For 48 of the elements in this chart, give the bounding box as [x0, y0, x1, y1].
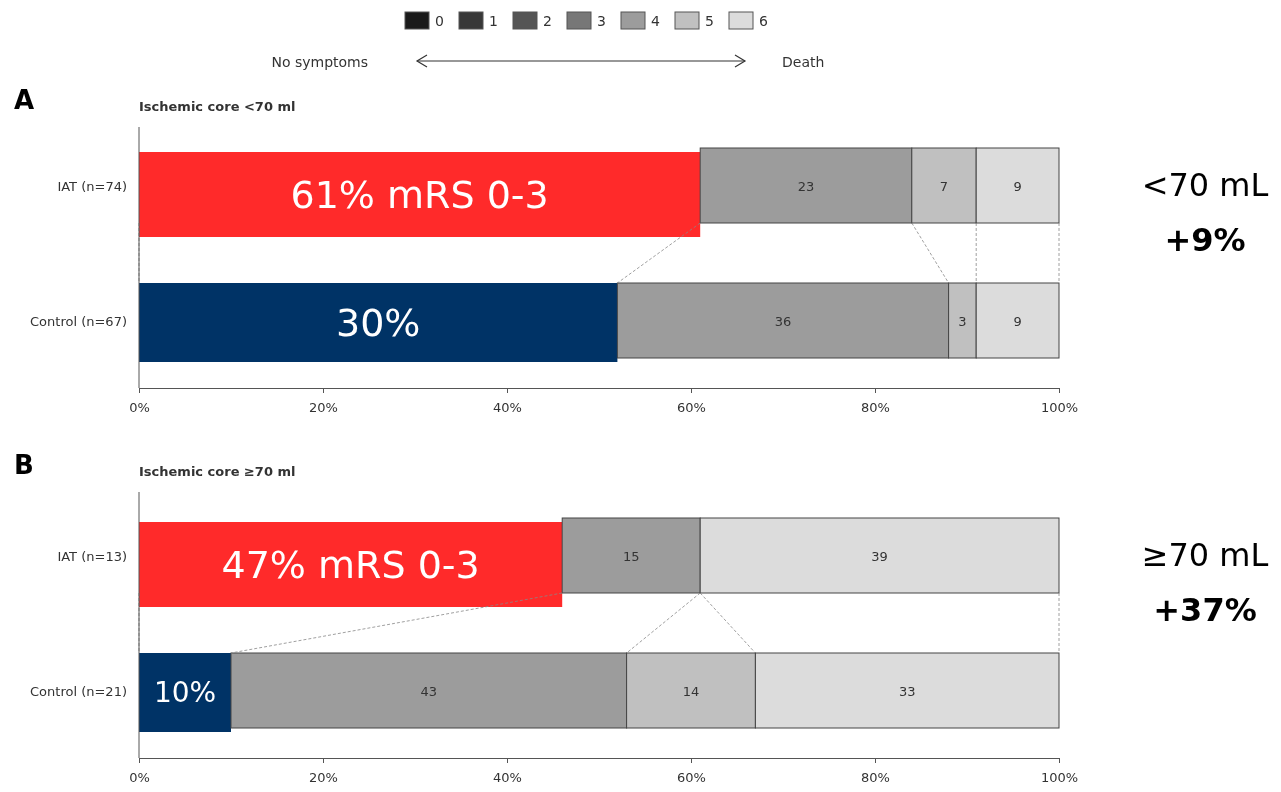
chart-title: Ischemic core ≥70 ml	[139, 464, 296, 479]
data-label: 14	[682, 683, 700, 699]
text: No symptoms	[271, 54, 368, 70]
x-tick-label: 80%	[861, 769, 890, 785]
legend-label: 6	[759, 13, 768, 29]
y-tick-label: Control (n=67)	[30, 313, 127, 329]
x-tick-label: 0%	[129, 399, 150, 415]
data-label: 9	[1013, 313, 1022, 329]
text: B	[14, 450, 34, 480]
data-label: 33	[898, 683, 916, 699]
legend-label: 0	[435, 13, 444, 29]
legend-label: 3	[597, 13, 606, 29]
y-tick-label: IAT (n=13)	[57, 548, 127, 564]
data-label: 7	[939, 178, 949, 194]
text: A	[14, 85, 35, 115]
x-tick-label: 60%	[677, 769, 706, 785]
x-tick-label: 40%	[493, 769, 522, 785]
x-tick-label: 100%	[1040, 769, 1079, 785]
annotation: 61% mRS 0-3	[290, 172, 549, 217]
x-tick-label: 40%	[493, 399, 522, 415]
data-label: 43	[420, 683, 438, 699]
text: +37%	[1153, 591, 1257, 629]
x-tick-label: 100%	[1040, 399, 1079, 415]
legend-label: 5	[705, 13, 714, 29]
text: +9%	[1164, 221, 1246, 259]
text: ≥70 mL	[1141, 536, 1269, 574]
annotation: 47% mRS 0-3	[221, 542, 480, 587]
data-label: 9	[1013, 178, 1022, 194]
x-tick-label: 20%	[309, 399, 338, 415]
data-label: 39	[871, 548, 888, 564]
annotation: 10%	[153, 676, 217, 710]
legend-label: 1	[489, 13, 498, 29]
legend-label: 2	[543, 13, 552, 29]
data-label: 3	[958, 313, 967, 329]
y-tick-label: IAT (n=74)	[57, 178, 127, 194]
data-label: 36	[774, 313, 792, 329]
x-tick-label: 60%	[677, 399, 706, 415]
data-label: 15	[622, 548, 640, 564]
y-tick-label: Control (n=21)	[30, 683, 127, 699]
x-tick-label: 0%	[129, 769, 150, 785]
data-label: 23	[797, 178, 815, 194]
annotation: 30%	[335, 300, 421, 345]
x-tick-label: 20%	[309, 769, 338, 785]
x-tick-label: 80%	[861, 399, 890, 415]
text: Death	[782, 54, 825, 70]
chart-title: Ischemic core <70 ml	[139, 99, 296, 114]
legend-label: 4	[651, 13, 660, 29]
text: <70 mL	[1141, 166, 1269, 204]
